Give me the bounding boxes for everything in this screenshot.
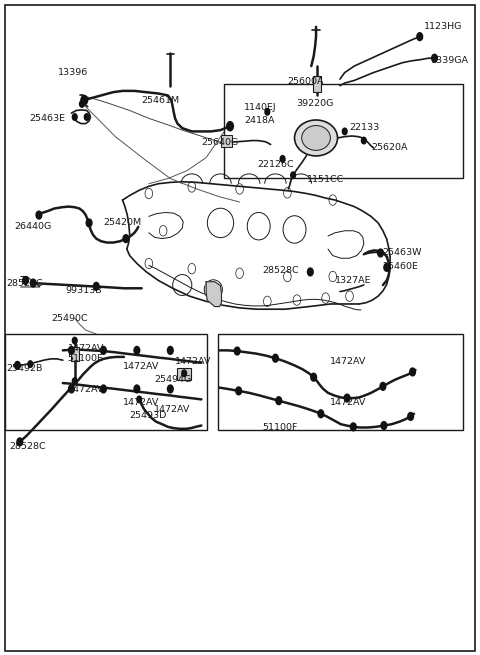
Circle shape — [134, 346, 140, 354]
Text: 51100F: 51100F — [263, 423, 298, 432]
Text: 1472AV: 1472AV — [68, 385, 104, 394]
Circle shape — [342, 128, 347, 135]
Circle shape — [265, 109, 270, 115]
Text: 26440G: 26440G — [14, 221, 51, 231]
Text: 25463E: 25463E — [29, 114, 65, 123]
Text: 1472AV: 1472AV — [122, 398, 159, 407]
Circle shape — [14, 362, 20, 369]
Circle shape — [23, 276, 28, 284]
Text: 25463W: 25463W — [382, 248, 421, 257]
Text: 1327AE: 1327AE — [335, 276, 372, 285]
Circle shape — [308, 268, 313, 276]
Ellipse shape — [295, 120, 337, 156]
Text: 1472AV: 1472AV — [68, 344, 104, 353]
Circle shape — [80, 101, 84, 107]
Circle shape — [182, 370, 187, 377]
Bar — [221, 136, 232, 147]
Circle shape — [361, 138, 366, 144]
Text: 2418A: 2418A — [244, 117, 275, 126]
Bar — [71, 347, 79, 362]
Circle shape — [168, 385, 173, 393]
Text: 13396: 13396 — [58, 68, 88, 77]
Circle shape — [134, 385, 140, 393]
Text: 25461M: 25461M — [142, 96, 180, 105]
Circle shape — [100, 346, 106, 354]
Text: 28528C: 28528C — [263, 266, 299, 275]
Circle shape — [69, 385, 74, 393]
Circle shape — [381, 422, 387, 430]
Circle shape — [291, 172, 296, 178]
Bar — [218, 334, 463, 430]
Bar — [178, 368, 191, 380]
Circle shape — [408, 413, 414, 421]
Circle shape — [417, 33, 422, 41]
Circle shape — [311, 373, 316, 381]
Bar — [5, 334, 207, 430]
Circle shape — [81, 96, 88, 105]
Circle shape — [344, 394, 350, 402]
Ellipse shape — [302, 126, 330, 151]
Circle shape — [380, 383, 386, 390]
Circle shape — [72, 114, 77, 121]
Text: 25492B: 25492B — [6, 364, 43, 373]
Text: 28528C: 28528C — [6, 279, 43, 288]
Text: 1472AV: 1472AV — [122, 362, 159, 371]
Circle shape — [137, 396, 142, 403]
Circle shape — [276, 397, 282, 405]
Text: 25494G: 25494G — [155, 375, 192, 384]
Text: 28528C: 28528C — [9, 442, 46, 451]
Text: 1472AV: 1472AV — [175, 357, 212, 366]
Text: 25640G: 25640G — [202, 138, 239, 147]
Circle shape — [30, 279, 36, 287]
Circle shape — [84, 114, 89, 121]
Text: 22133: 22133 — [349, 123, 380, 132]
Circle shape — [234, 347, 240, 355]
Text: 1472AV: 1472AV — [154, 405, 190, 414]
Circle shape — [432, 54, 437, 62]
Text: 25460E: 25460E — [382, 261, 418, 271]
Circle shape — [384, 263, 390, 271]
Circle shape — [168, 346, 173, 354]
Circle shape — [72, 337, 77, 344]
Circle shape — [94, 282, 99, 290]
Circle shape — [227, 122, 233, 131]
Text: 25620A: 25620A — [371, 143, 408, 151]
Circle shape — [378, 249, 384, 257]
Text: 1339GA: 1339GA — [431, 56, 469, 66]
Bar — [312, 76, 321, 92]
Circle shape — [236, 387, 241, 395]
Text: 25420M: 25420M — [103, 218, 142, 227]
Text: 1472AV: 1472AV — [330, 357, 367, 366]
Circle shape — [273, 354, 278, 362]
Circle shape — [86, 219, 92, 227]
Text: 22126C: 22126C — [258, 160, 294, 169]
Text: 25600A: 25600A — [288, 77, 324, 86]
Circle shape — [28, 361, 33, 367]
Text: 25490C: 25490C — [51, 314, 87, 323]
Circle shape — [17, 438, 23, 446]
Circle shape — [280, 156, 285, 162]
Text: 1472AV: 1472AV — [330, 398, 367, 407]
Circle shape — [318, 410, 324, 418]
Circle shape — [410, 368, 415, 376]
Text: 1151CC: 1151CC — [307, 176, 344, 184]
Circle shape — [100, 385, 106, 393]
Text: 39220G: 39220G — [296, 99, 333, 108]
Circle shape — [350, 423, 356, 431]
Bar — [224, 84, 463, 178]
Circle shape — [69, 346, 74, 354]
Polygon shape — [206, 282, 221, 307]
Circle shape — [36, 211, 42, 219]
Text: 51100E: 51100E — [68, 354, 104, 364]
Text: 1140EJ: 1140EJ — [244, 103, 277, 113]
Text: 1123HG: 1123HG — [423, 22, 462, 31]
Text: 99313B: 99313B — [65, 286, 102, 295]
Circle shape — [72, 378, 77, 384]
Text: 25493D: 25493D — [130, 411, 167, 421]
Circle shape — [123, 234, 129, 242]
